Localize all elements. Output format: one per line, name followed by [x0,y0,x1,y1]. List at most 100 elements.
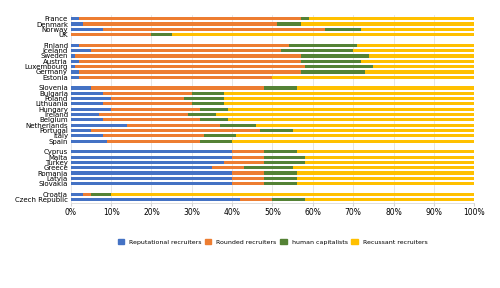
Bar [280,49,353,52]
Bar [79,17,300,20]
Bar [300,22,474,26]
Bar [71,76,79,79]
Bar [99,113,188,116]
Bar [296,150,474,154]
Bar [75,65,305,68]
Bar [91,49,280,52]
Bar [260,129,292,132]
Bar [152,33,172,36]
Bar [71,171,232,175]
Bar [83,22,276,26]
Bar [296,182,474,185]
Bar [75,54,300,58]
Bar [264,161,305,164]
Bar [91,193,111,196]
Bar [244,166,292,169]
Bar [71,124,128,127]
Bar [71,60,79,63]
Bar [300,70,366,73]
Bar [111,97,184,100]
Bar [71,54,75,58]
Bar [111,193,474,196]
Bar [232,177,264,180]
Bar [71,65,75,68]
Bar [79,44,288,47]
Bar [71,17,79,20]
Bar [107,140,200,143]
Legend: Reputational recruiters, Rounded recruiters, human capitalists, Recussant recrui: Reputational recruiters, Rounded recruit… [115,237,430,247]
Bar [71,33,152,36]
Bar [79,60,300,63]
Bar [103,92,192,95]
Bar [264,182,296,185]
Bar [71,22,83,26]
Bar [232,182,264,185]
Bar [200,140,232,143]
Bar [71,97,111,100]
Bar [103,134,204,137]
Bar [361,28,474,31]
Bar [264,156,305,159]
Bar [264,150,296,154]
Bar [83,193,91,196]
Bar [172,33,474,36]
Bar [71,118,103,122]
Bar [128,124,220,127]
Bar [224,161,264,164]
Bar [276,22,300,26]
Bar [305,161,474,164]
Bar [309,17,474,20]
Bar [71,140,107,143]
Bar [192,92,224,95]
Bar [71,150,232,154]
Bar [71,193,83,196]
Bar [236,134,474,137]
Bar [71,134,103,137]
Bar [103,102,192,105]
Bar [103,118,200,122]
Bar [103,28,325,31]
Bar [232,140,474,143]
Bar [71,28,103,31]
Bar [228,118,474,122]
Bar [71,102,103,105]
Bar [216,113,474,116]
Bar [292,166,474,169]
Bar [71,70,79,73]
Bar [296,171,474,175]
Bar [188,113,216,116]
Bar [361,60,474,63]
Bar [366,70,474,73]
Bar [240,198,272,201]
Bar [232,150,264,154]
Bar [288,44,357,47]
Bar [300,54,370,58]
Bar [224,92,474,95]
Bar [264,177,296,180]
Bar [296,86,474,90]
Bar [264,86,296,90]
Bar [200,108,228,111]
Bar [300,17,309,20]
Bar [111,108,200,111]
Bar [256,124,474,127]
Bar [71,49,91,52]
Bar [212,166,244,169]
Bar [296,177,474,180]
Bar [71,108,111,111]
Bar [79,70,300,73]
Bar [232,171,264,175]
Bar [192,102,224,105]
Bar [71,113,99,116]
Bar [353,49,474,52]
Bar [264,171,296,175]
Bar [71,161,224,164]
Bar [370,54,474,58]
Bar [305,198,474,201]
Bar [71,92,103,95]
Bar [71,166,212,169]
Bar [224,102,474,105]
Bar [71,177,232,180]
Bar [374,65,474,68]
Bar [300,60,361,63]
